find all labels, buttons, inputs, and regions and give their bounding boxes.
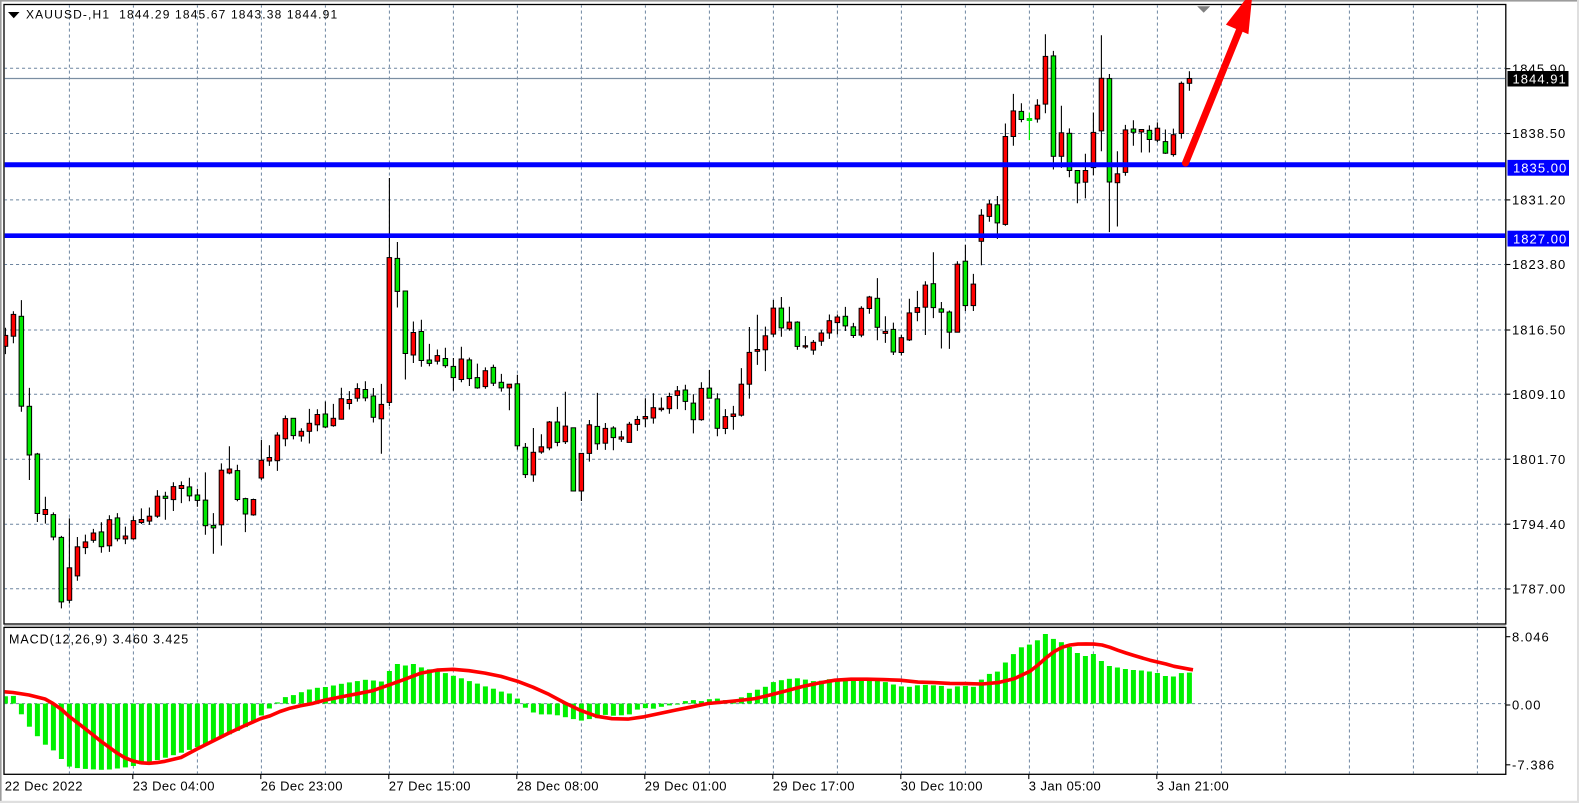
- svg-text:1816.50: 1816.50: [1512, 323, 1566, 338]
- svg-text:XAUUSD-,H1 1844.29 1845.67 18: XAUUSD-,H1 1844.29 1845.67 1843.38 1844.…: [26, 8, 338, 22]
- svg-text:1823.80: 1823.80: [1512, 257, 1566, 272]
- svg-text:30 Dec 10:00: 30 Dec 10:00: [901, 779, 983, 794]
- svg-text:1831.20: 1831.20: [1512, 193, 1566, 208]
- svg-text:8.046: 8.046: [1512, 629, 1550, 644]
- svg-text:3 Jan 05:00: 3 Jan 05:00: [1029, 779, 1101, 794]
- svg-text:1827.00: 1827.00: [1513, 231, 1567, 246]
- svg-text:1844.91: 1844.91: [1513, 71, 1567, 86]
- svg-text:1787.00: 1787.00: [1512, 582, 1566, 597]
- svg-text:22 Dec 2022: 22 Dec 2022: [5, 779, 83, 794]
- svg-text:1838.50: 1838.50: [1512, 126, 1566, 141]
- svg-text:29 Dec 01:00: 29 Dec 01:00: [645, 779, 727, 794]
- svg-text:MACD(12,26,9) 3.460 3.425: MACD(12,26,9) 3.460 3.425: [9, 633, 189, 647]
- svg-text:1794.40: 1794.40: [1512, 517, 1566, 532]
- svg-text:23 Dec 04:00: 23 Dec 04:00: [133, 779, 215, 794]
- svg-text:28 Dec 08:00: 28 Dec 08:00: [517, 779, 599, 794]
- svg-text:3 Jan 21:00: 3 Jan 21:00: [1157, 779, 1229, 794]
- svg-text:-7.386: -7.386: [1512, 757, 1555, 772]
- svg-text:26 Dec 23:00: 26 Dec 23:00: [261, 779, 343, 794]
- svg-text:29 Dec 17:00: 29 Dec 17:00: [773, 779, 855, 794]
- svg-text:0.00: 0.00: [1512, 698, 1542, 713]
- svg-text:1801.70: 1801.70: [1512, 452, 1566, 467]
- svg-text:27 Dec 15:00: 27 Dec 15:00: [389, 779, 471, 794]
- svg-text:1835.00: 1835.00: [1513, 161, 1567, 176]
- svg-text:1809.10: 1809.10: [1512, 387, 1566, 402]
